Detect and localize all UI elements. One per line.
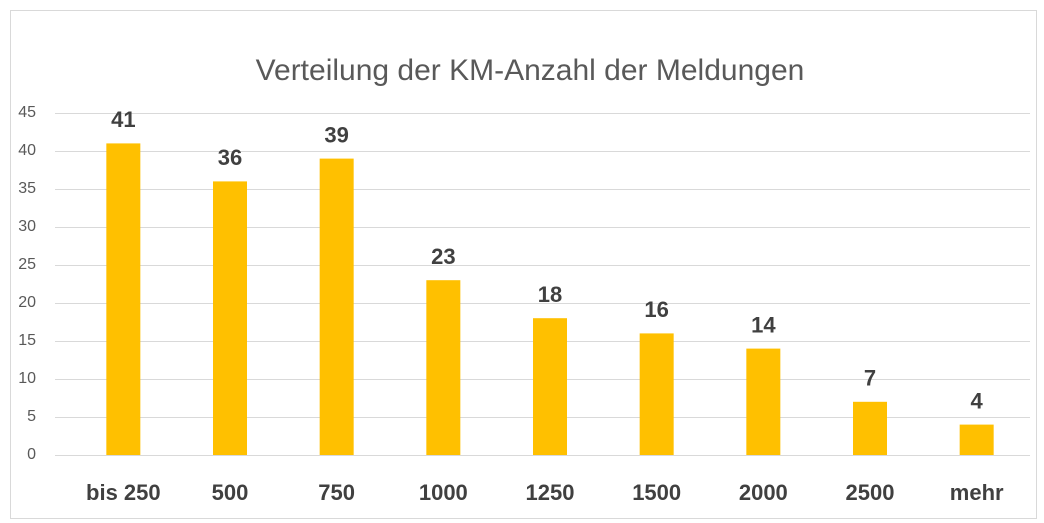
data-label: 36 bbox=[218, 145, 242, 170]
bar bbox=[639, 333, 674, 455]
bar bbox=[533, 318, 567, 455]
x-tick-label: 1000 bbox=[419, 480, 468, 505]
data-label: 4 bbox=[971, 388, 984, 413]
x-tick-label: bis 250 bbox=[86, 480, 161, 505]
data-label: 16 bbox=[644, 297, 668, 322]
y-tick-label: 20 bbox=[18, 294, 36, 311]
bar bbox=[319, 158, 354, 455]
bar bbox=[959, 424, 994, 455]
y-tick-label: 5 bbox=[27, 408, 36, 425]
y-tick-label: 0 bbox=[27, 446, 36, 463]
data-label: 41 bbox=[111, 107, 135, 132]
bar bbox=[213, 181, 247, 455]
x-tick-label: mehr bbox=[950, 480, 1004, 505]
y-tick-label: 10 bbox=[18, 370, 36, 387]
y-tick-label: 25 bbox=[18, 256, 36, 273]
y-tick-label: 45 bbox=[18, 104, 36, 121]
x-tick-label: 500 bbox=[212, 480, 249, 505]
x-tick-label: 2000 bbox=[739, 480, 788, 505]
y-tick-label: 30 bbox=[18, 218, 36, 235]
bar bbox=[426, 280, 461, 455]
data-label: 39 bbox=[324, 122, 348, 147]
bar bbox=[106, 143, 141, 455]
y-tick-label: 35 bbox=[18, 180, 36, 197]
data-label: 18 bbox=[538, 282, 562, 307]
x-tick-label: 750 bbox=[318, 480, 355, 505]
data-label: 23 bbox=[431, 244, 455, 269]
y-tick-label: 40 bbox=[18, 142, 36, 159]
x-tick-label: 1500 bbox=[632, 480, 681, 505]
x-tick-label: 1250 bbox=[526, 480, 575, 505]
data-label: 7 bbox=[864, 366, 876, 391]
data-label: 14 bbox=[751, 312, 776, 337]
y-tick-label: 15 bbox=[18, 332, 36, 349]
bar bbox=[853, 401, 887, 455]
x-tick-label: 2500 bbox=[846, 480, 895, 505]
chart-title: Verteilung der KM-Anzahl der Meldungen bbox=[256, 54, 805, 87]
bar bbox=[746, 348, 781, 455]
